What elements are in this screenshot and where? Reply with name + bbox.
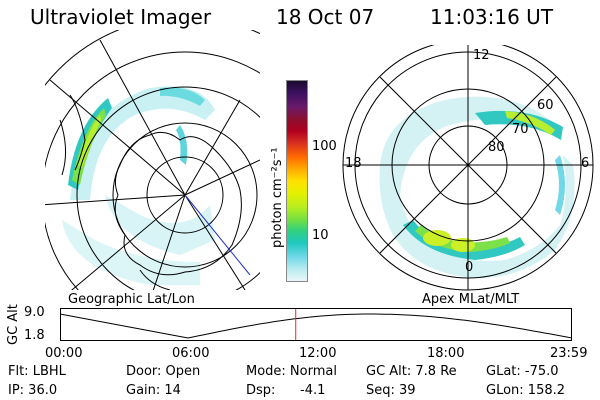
mlat-label-80: 80 [488,140,505,155]
geographic-map [45,30,260,290]
xtick-2359: 23:59 [550,346,588,361]
mlt-label-12: 12 [473,48,490,63]
ip-readout: IP: 36.0 [8,383,58,398]
xtick-00: 00:00 [45,346,83,361]
mlat-mlt-plot: 12 18 6 0 60 70 80 [342,45,594,291]
mlat-label-60: 60 [537,98,554,113]
xtick-18: 18:00 [427,346,465,361]
xtick-12: 12:00 [299,346,337,361]
mlat-label-70: 70 [512,122,529,137]
gc-alt-readout: GC Alt: 7.8 Re [366,364,457,379]
altitude-plot [60,308,572,341]
dsp-value: -4.1 [300,383,326,398]
ytick-9: 9.0 [24,305,45,320]
glat-readout: GLat: -75.0 [486,364,559,379]
date-label: 18 Oct 07 [276,5,375,29]
time-label: 11:03:16 UT [430,5,554,29]
xtick-06: 06:00 [172,346,210,361]
door-readout: Door: Open [126,364,201,379]
colorbar-tick-100: 100 [312,139,337,154]
geographic-caption: Geographic Lat/Lon [68,292,195,307]
gc-alt-axis-label: GC Alt [6,304,21,345]
mlt-label-0: 0 [465,260,473,275]
gain-readout: Gain: 14 [126,383,181,398]
seq-readout: Seq: 39 [366,383,416,398]
mode-readout: Mode: Normal [246,364,337,379]
colorbar-tick-10: 10 [312,228,329,243]
apex-caption: Apex MLat/MLT [422,292,520,307]
colorbar-unit-label: photon cm⁻²s⁻¹ [270,147,285,248]
app-title: Ultraviolet Imager [30,5,212,29]
ytick-1-8: 1.8 [24,328,45,343]
mlt-label-6: 6 [581,156,589,171]
dsp-label: Dsp: [246,383,276,398]
mlt-label-18: 18 [345,156,362,171]
glon-readout: GLon: 158.2 [486,383,566,398]
colorbar [286,80,308,282]
filter-readout: Flt: LBHL [8,364,66,379]
